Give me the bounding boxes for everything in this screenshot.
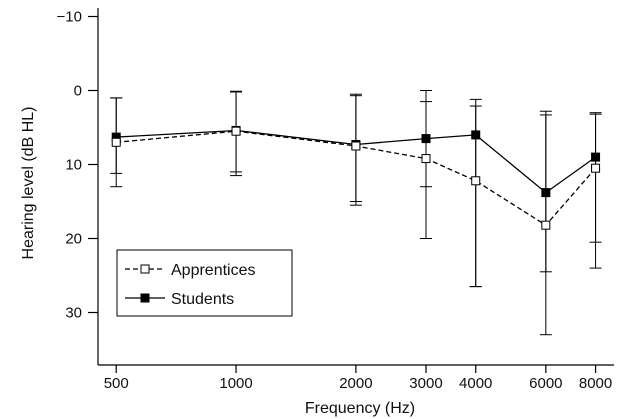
apprentices-point [591,163,601,173]
y-tick-label: 0 [74,83,82,100]
apprentices-point [471,176,481,186]
y-tick-label: 30 [65,305,82,322]
legend-apprentices-label: Apprentices [171,262,256,279]
y-axis-label: Hearing level (dB HL) [20,107,37,260]
apprentices-point [541,220,551,230]
series-markers [111,125,601,230]
legend: Apprentices Students [116,249,293,317]
legend-students-marker [140,293,150,303]
apprentices-point [111,137,121,147]
x-axis-label: Frequency (Hz) [305,400,415,417]
apprentices-point [231,126,241,136]
x-tick-label: 8000 [579,375,612,392]
x-tick-label: 1000 [219,375,252,392]
legend-box [116,249,293,317]
students-point [471,130,481,140]
students-point [591,152,601,162]
y-tick-label: −10 [57,9,82,26]
y-tick-label: 10 [65,157,82,174]
x-tick-label: 3000 [409,375,442,392]
x-tick-label: 4000 [459,375,492,392]
y-tick-label: 20 [65,231,82,248]
x-tick-label: 2000 [339,375,372,392]
apprentices-point [421,154,431,164]
x-tick-label: 6000 [529,375,562,392]
x-tick-label: 500 [104,375,129,392]
students-point [541,188,551,198]
axes: −10 0 10 20 30 500 1000 2000 3000 4000 6000 8000 [57,8,614,392]
legend-students-label: Students [171,291,234,308]
students-point [421,134,431,144]
apprentices-point [351,141,361,151]
legend-apprentices-marker [140,264,150,274]
